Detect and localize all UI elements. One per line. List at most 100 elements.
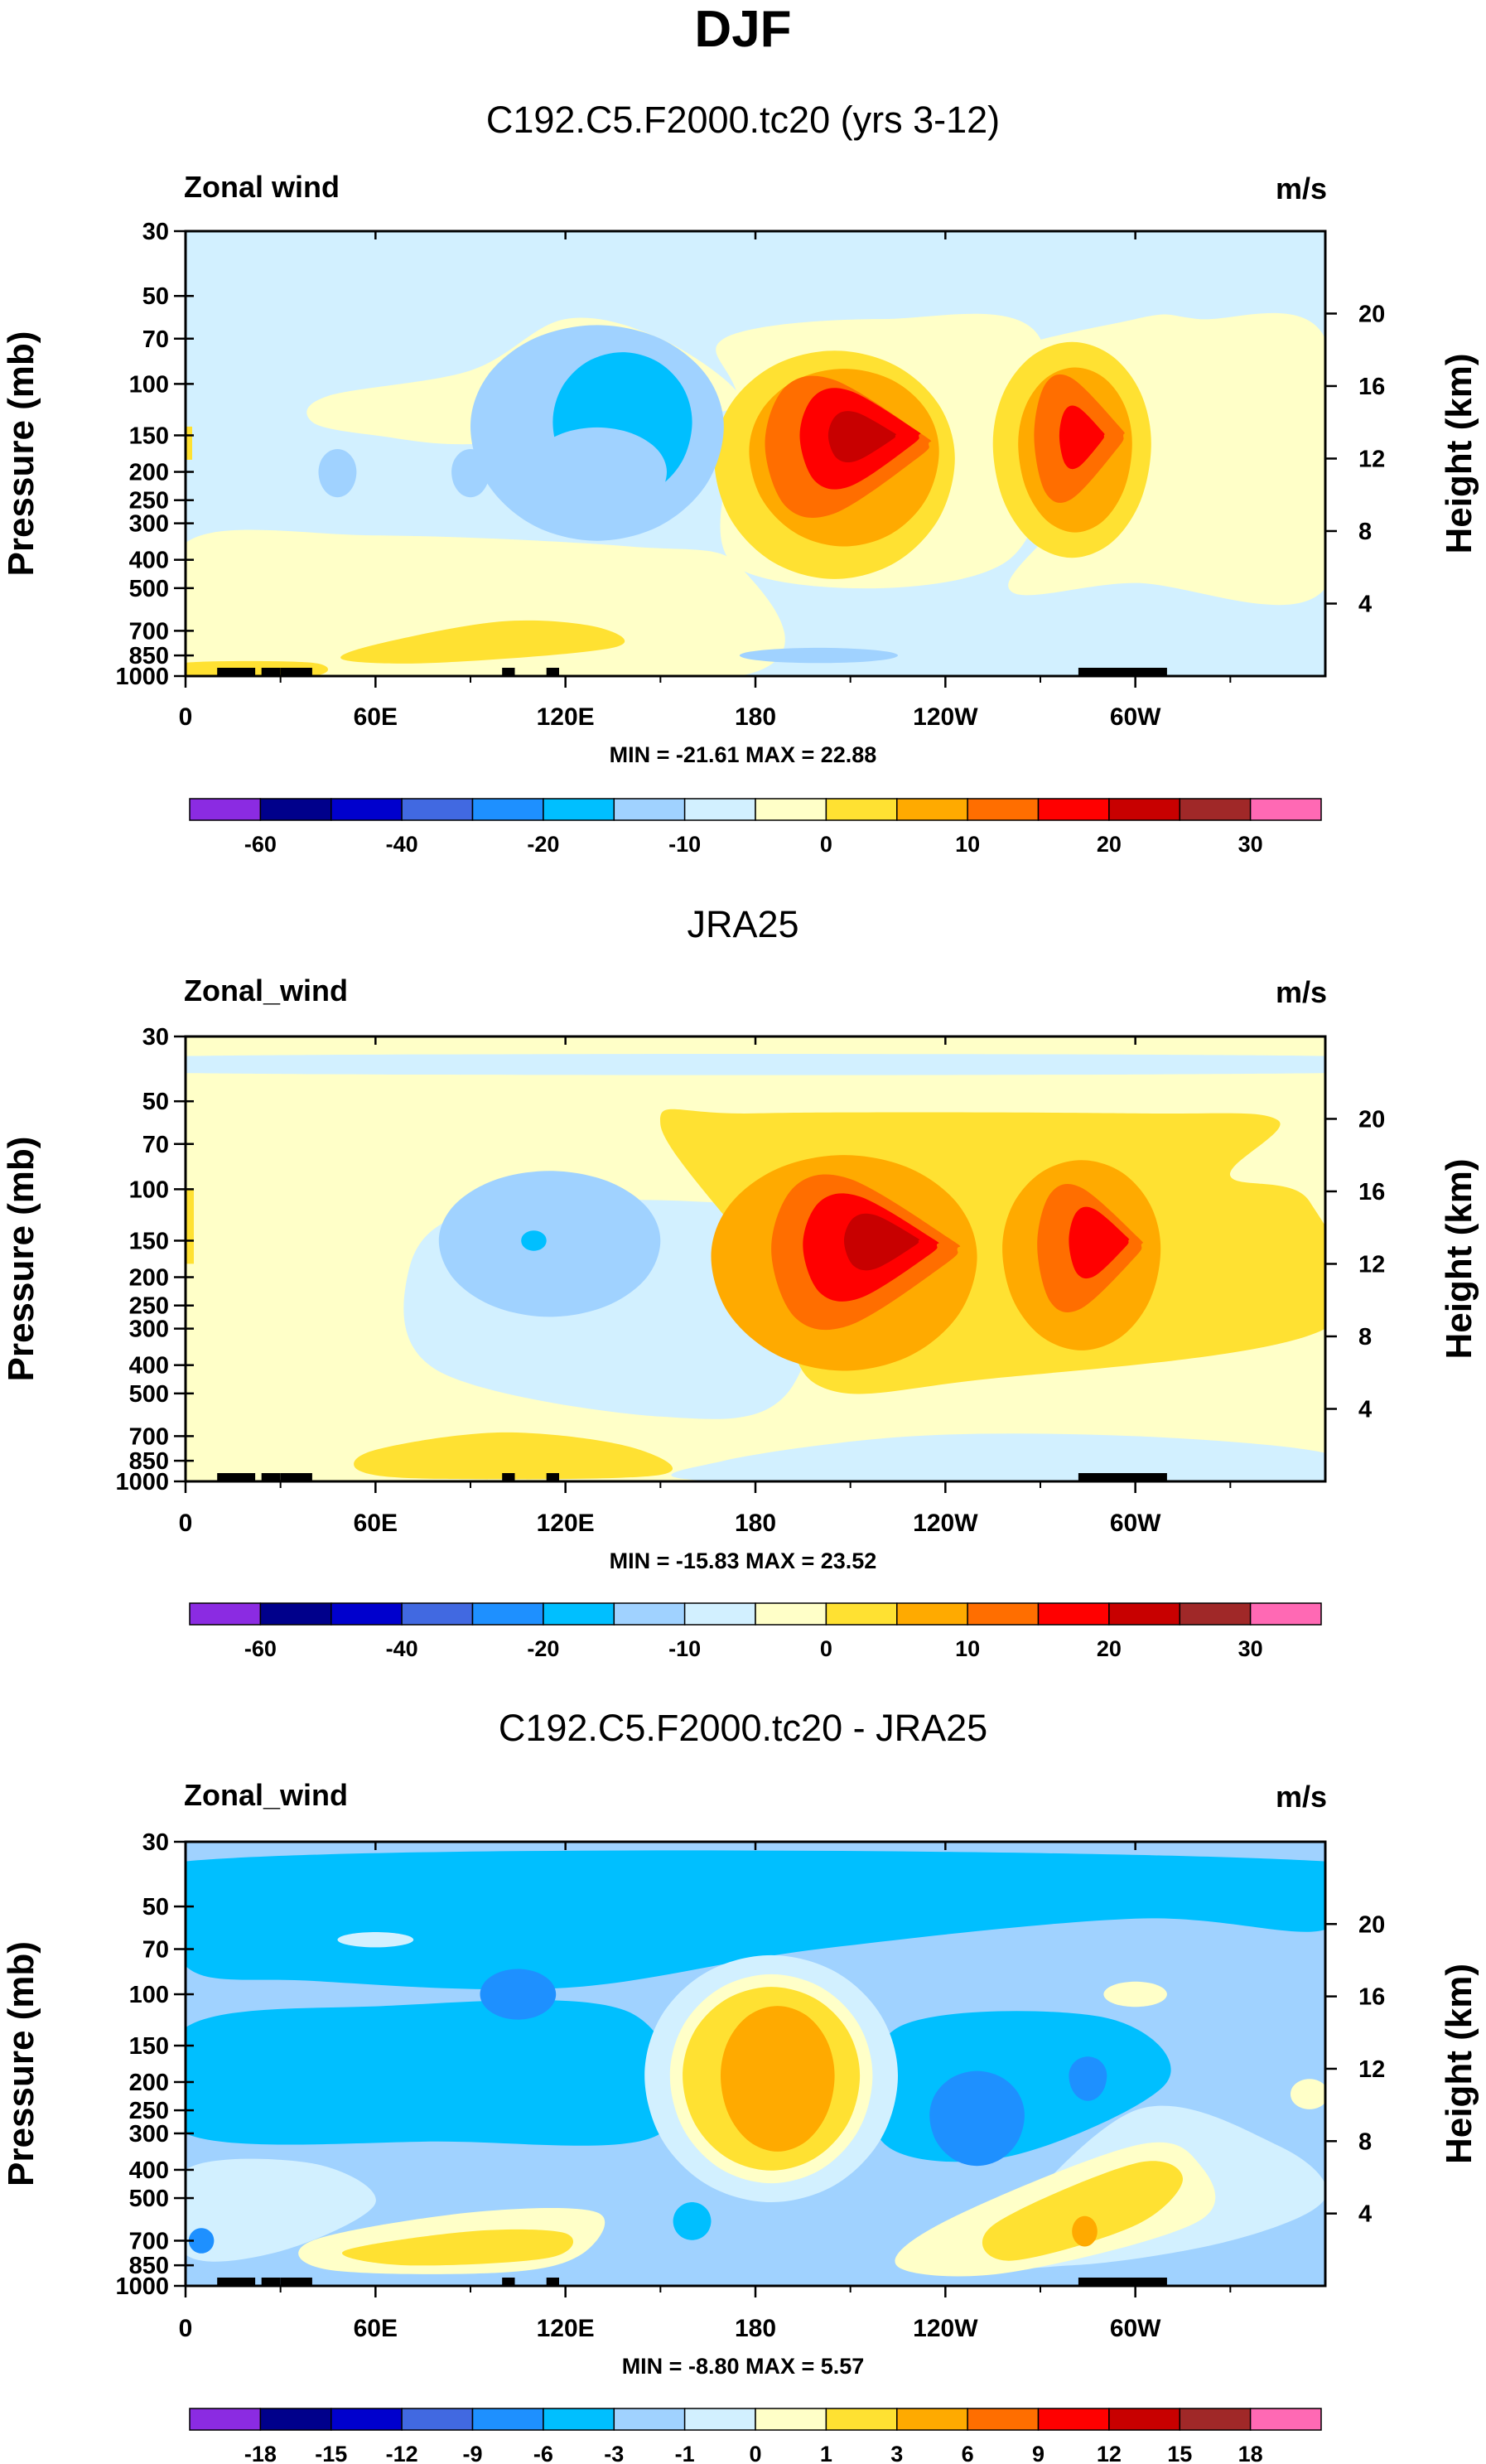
colorbar-swatch — [755, 798, 827, 821]
y-tick-label: 200 — [129, 1265, 169, 1292]
topography-mask — [280, 2278, 312, 2286]
y-tick-label: 300 — [129, 1317, 169, 1343]
topography-mask — [546, 2278, 559, 2286]
y-tick-label: 1000 — [115, 1469, 169, 1495]
min-max-stats: MIN = -8.80 MAX = 5.57 — [622, 2354, 865, 2379]
panel-title: C192.C5.F2000.tc20 - JRA25 — [499, 1707, 987, 1749]
y-tick-label: 850 — [129, 2253, 169, 2279]
y-tick-label: 70 — [142, 1132, 169, 1158]
x-tick-label: 0 — [179, 703, 193, 731]
colorbar-tick-label: 9 — [1032, 2442, 1045, 2464]
contour-neg-small — [318, 449, 357, 498]
x-tick-label: 60W — [1110, 2315, 1161, 2342]
variable-label: Zonal_wind — [184, 974, 348, 1007]
y-tick-label: 150 — [129, 2033, 169, 2060]
topography-mask — [217, 2278, 256, 2286]
y2-tick-label: 4 — [1358, 1396, 1372, 1423]
y-tick-label: 70 — [142, 1937, 169, 1964]
colorbar-swatch — [755, 2408, 827, 2431]
colorbar-swatch — [967, 2408, 1040, 2431]
min-max-stats: MIN = -15.83 MAX = 23.52 — [610, 1548, 877, 1573]
units-label: m/s — [1276, 1780, 1327, 1814]
y2-tick-label: 16 — [1358, 1179, 1385, 1205]
colorbar-tick-label: 30 — [1238, 832, 1263, 857]
y-tick-label: 50 — [142, 283, 169, 310]
figure-title: DJF — [694, 1, 791, 58]
y2-axis-title: Height (km) — [1439, 1159, 1479, 1360]
topography-mask — [502, 668, 515, 676]
colorbar-swatch — [967, 1602, 1040, 1626]
colorbar-swatch — [1249, 798, 1322, 821]
colorbar-swatch — [1108, 798, 1181, 821]
y-tick-label: 100 — [129, 1176, 169, 1203]
y-tick-label: 30 — [142, 1829, 169, 1856]
colorbar-tick-label: 0 — [820, 832, 832, 857]
y-axis-title: Pressure (mb) — [1, 1137, 41, 1382]
topography-mask — [1078, 668, 1167, 676]
y2-axis-title: Height (km) — [1439, 354, 1479, 554]
topography-mask — [280, 668, 312, 676]
y-tick-label: 250 — [129, 488, 169, 515]
y-tick-label: 1000 — [115, 2273, 169, 2300]
contour-5 — [340, 620, 625, 664]
colorbar-swatch — [1179, 2408, 1252, 2431]
y-tick-label: 300 — [129, 511, 169, 538]
contour-pos-6 — [721, 2006, 835, 2152]
colorbar-swatch — [896, 2408, 968, 2431]
y2-tick-label: 16 — [1358, 1984, 1385, 2011]
contour-neg-6-west — [186, 2000, 678, 2146]
variable-label: Zonal_wind — [184, 1778, 348, 1812]
colorbar-tick-label: 10 — [955, 1636, 980, 1661]
y-tick-label: 700 — [129, 618, 169, 645]
y2-tick-label: 8 — [1358, 2128, 1372, 2155]
contour-neg-6-lower — [673, 2202, 712, 2240]
colorbar-swatch — [259, 1602, 332, 1626]
panel-1: C192.C5.F2000.tc20 (yrs 3-12) Zonal wind m… — [1, 99, 1479, 767]
colorbar-swatch — [543, 2408, 615, 2431]
colorbar-tick-label: 20 — [1097, 832, 1122, 857]
y2-tick-label: 4 — [1358, 2201, 1372, 2228]
y-tick-label: 700 — [129, 1423, 169, 1450]
units-label: m/s — [1276, 975, 1327, 1009]
colorbar-swatch — [471, 798, 544, 821]
colorbar-tick-label: 6 — [962, 2442, 974, 2464]
contour-neg-9 — [929, 2070, 1025, 2167]
colorbar-swatch — [613, 798, 686, 821]
colorbar-tick-label: -20 — [527, 1636, 559, 1661]
colorbar-swatch — [967, 798, 1040, 821]
y-tick-label: 100 — [129, 1982, 169, 2008]
y-tick-label: 400 — [129, 2157, 169, 2184]
topography-mask — [217, 1473, 256, 1481]
colorbar-swatch — [189, 1602, 262, 1626]
topography-mask — [261, 2278, 281, 2286]
colorbar-swatch — [825, 798, 898, 821]
y2-tick-label: 20 — [1358, 301, 1385, 327]
y-tick-label: 100 — [129, 371, 169, 398]
colorbar-swatch — [1037, 798, 1110, 821]
y2-tick-label: 8 — [1358, 519, 1372, 545]
colorbar-tick-label: 12 — [1097, 2442, 1122, 2464]
colorbar-swatch — [1179, 798, 1252, 821]
colorbar-swatch — [613, 1602, 686, 1626]
y2-tick-label: 16 — [1358, 374, 1385, 400]
colorbar-swatch — [896, 798, 968, 821]
colorbar-tick-label: 3 — [890, 2442, 903, 2464]
units-label: m/s — [1276, 172, 1327, 205]
contour-pos-3-lower — [342, 2229, 574, 2266]
x-tick-label: 0 — [179, 1510, 193, 1537]
x-tick-label: 120W — [913, 703, 978, 731]
colorbar-swatch — [189, 2408, 262, 2431]
x-tick-label: 60E — [354, 2315, 398, 2342]
colorbar-swatch — [1108, 2408, 1181, 2431]
colorbar-tick-label: -10 — [668, 832, 701, 857]
topography-mask — [1078, 2278, 1167, 2286]
x-tick-label: 120E — [537, 703, 595, 731]
colorbar-tick-label: 1 — [820, 2442, 832, 2464]
contour-fields — [186, 1036, 1325, 1481]
colorbar-swatch — [1108, 1602, 1181, 1626]
colorbar-swatch — [330, 2408, 403, 2431]
y-tick-label: 500 — [129, 1381, 169, 1408]
colorbar-swatch — [543, 1602, 615, 1626]
contour-pos-3-east — [982, 2161, 1183, 2261]
